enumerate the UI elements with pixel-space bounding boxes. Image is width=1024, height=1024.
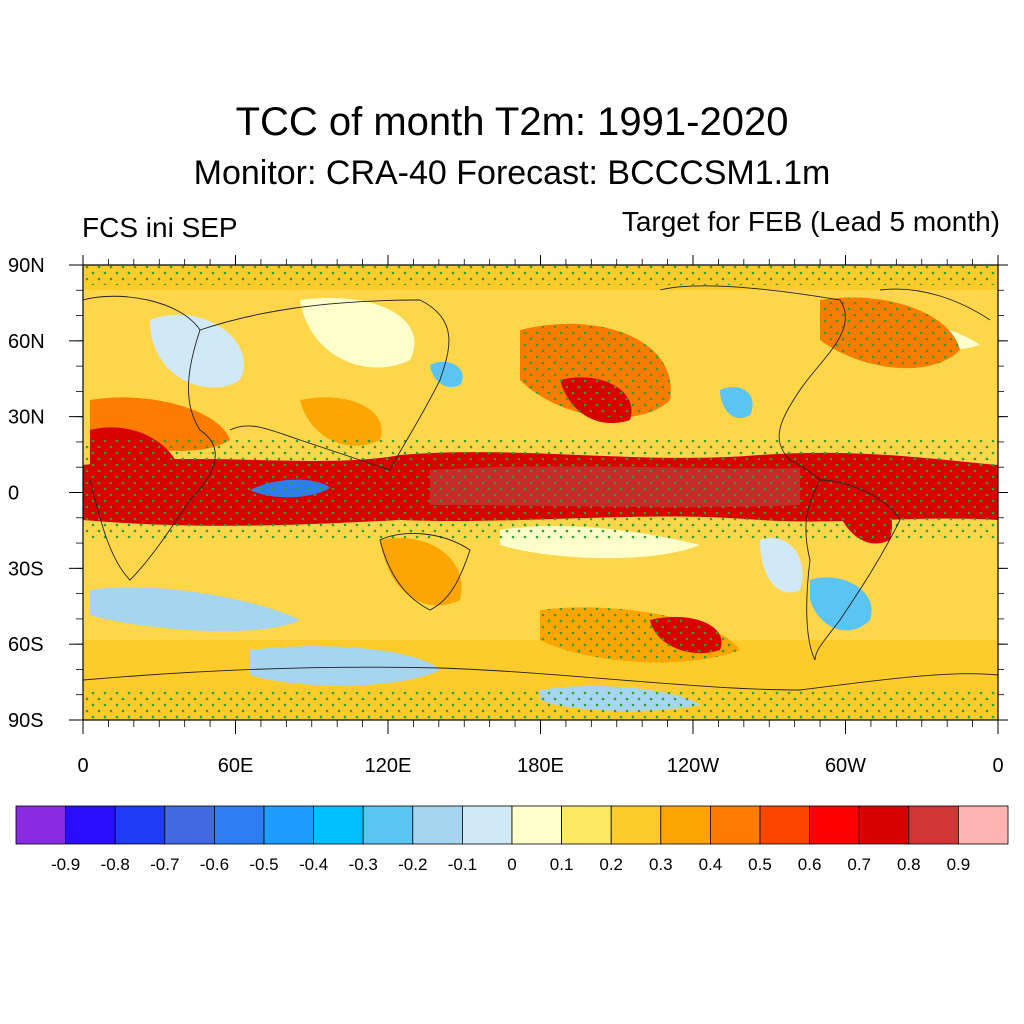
- colorbar-label: -0.4: [299, 855, 328, 874]
- colorbar-swatch: [412, 805, 463, 845]
- colorbar-label: 0.4: [699, 855, 723, 874]
- colorbar-swatch: [164, 805, 215, 845]
- lat-tick-label: 60S: [8, 634, 44, 656]
- lon-tick-label: 60E: [218, 755, 254, 777]
- lat-tick-label: 60N: [8, 331, 45, 353]
- colorbar-swatch: [511, 805, 562, 845]
- colorbar-swatch: [213, 805, 265, 845]
- colorbar: -0.9 -0.8 -0.7 -0.6 -0.5 -0.4 -0.3 -0.2 -0.1 0 0.1…: [15, 805, 1009, 874]
- lon-tick-label: 0: [992, 755, 1003, 777]
- colorbar-label: 0.7: [847, 855, 871, 874]
- map-subtitle: Monitor: CRA-40 Forecast: BCCCSM1.1m: [193, 154, 831, 192]
- lon-tick-label: 0: [77, 755, 88, 777]
- latitude-axis: 90N 60N 30N 0 30S 60S 90S: [8, 255, 1008, 732]
- lon-tick-label: 180E: [517, 755, 564, 777]
- colorbar-label: 0.6: [798, 855, 822, 874]
- lat-tick-label: 30N: [8, 407, 45, 429]
- lat-tick-label: 90N: [8, 255, 45, 277]
- colorbar-label: -0.6: [200, 855, 229, 874]
- colorbar-swatch: [660, 805, 711, 845]
- colorbar-label: 0.3: [649, 855, 673, 874]
- lat-tick-label: 0: [8, 483, 19, 505]
- colorbar-swatch: [759, 805, 810, 845]
- colorbar-label: -0.8: [101, 855, 130, 874]
- lon-tick-label: 120E: [365, 755, 412, 777]
- lat-tick-label: 90S: [8, 710, 44, 732]
- colorbar-swatch: [461, 805, 513, 845]
- map-field: [83, 265, 998, 720]
- colorbar-label: 0.1: [550, 855, 574, 874]
- colorbar-swatch: [114, 805, 166, 845]
- colorbar-swatch: [809, 805, 860, 845]
- colorbar-label: 0.9: [947, 855, 971, 874]
- colorbar-swatch: [958, 805, 1009, 845]
- colorbar-swatch: [710, 805, 761, 845]
- colorbar-swatch: [263, 805, 314, 845]
- map-title: TCC of month T2m: 1991-2020: [235, 100, 789, 144]
- colorbar-swatch: [313, 805, 364, 845]
- longitude-axis: 0 60E 120E 180E 120W 60W 0: [77, 255, 1004, 777]
- colorbar-label: -0.1: [448, 855, 477, 874]
- lon-tick-label: 60W: [825, 755, 866, 777]
- colorbar-swatch: [858, 805, 910, 845]
- colorbar-label: -0.7: [150, 855, 179, 874]
- target-label: Target for FEB (Lead 5 month): [621, 206, 1000, 237]
- colorbar-swatch: [610, 805, 662, 845]
- colorbar-swatch: [65, 805, 116, 845]
- colorbar-swatch: [908, 805, 959, 845]
- lon-tick-label: 120W: [667, 755, 719, 777]
- colorbar-label: 0.2: [599, 855, 623, 874]
- colorbar-label: -0.2: [398, 855, 427, 874]
- colorbar-label: -0.9: [51, 855, 80, 874]
- initialization-label: FCS ini SEP: [82, 212, 238, 243]
- colorbar-swatch: [561, 805, 612, 845]
- colorbar-label: -0.3: [349, 855, 378, 874]
- coastlines: [83, 285, 998, 691]
- colorbar-label: -0.5: [249, 855, 278, 874]
- lat-tick-label: 30S: [8, 558, 44, 580]
- colorbar-swatch: [362, 805, 414, 845]
- colorbar-swatch: [15, 805, 66, 845]
- colorbar-label: 0.5: [748, 855, 772, 874]
- colorbar-label: 0.8: [897, 855, 921, 874]
- colorbar-label: 0: [507, 855, 516, 874]
